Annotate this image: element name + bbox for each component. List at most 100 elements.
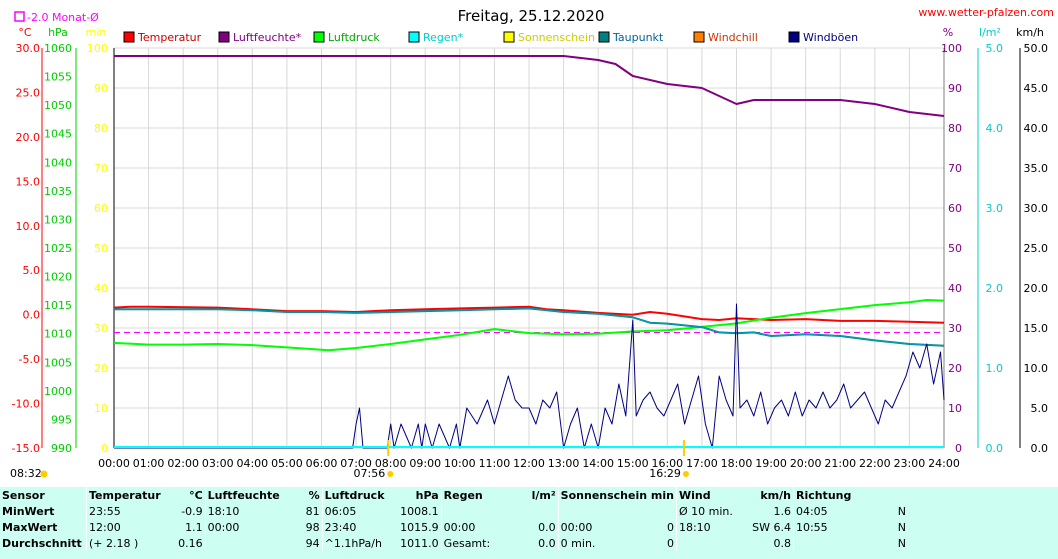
legend-label: Luftfeuchte* [233, 31, 302, 44]
axis-unit-label: hPa [48, 26, 68, 39]
hdr-temperatur: Temperatur [85, 487, 163, 503]
legend-swatch [218, 31, 230, 43]
chart-axes: 00:00 01:00 02:00 03:00 04:00 05:00 06:00 07:00… [12, 26, 1048, 480]
cell [675, 535, 745, 551]
cell: 0 [666, 520, 674, 534]
cell: 23:40 [321, 519, 393, 535]
cell: Gesamt: [440, 535, 512, 551]
stats-panel: Sensor Temperatur °C Luftfeuchte % Luftd… [0, 487, 1058, 559]
cell: N [897, 520, 906, 534]
legend-label: Regen* [423, 31, 464, 44]
axis-tick-label: 20.0 [1024, 282, 1049, 295]
axis-tick-label: 1035 [44, 185, 72, 198]
axis-tick-label: 0 [101, 442, 108, 455]
axis-tick-label: 20 [94, 362, 108, 375]
x-tick-label: 16:00 [651, 457, 683, 470]
stats-row-avg: Durchschnitt (+ 2.18 ) 0.16 94 ^1.1hPa/h… [0, 535, 908, 551]
axis-tick-label: 1055 [44, 71, 72, 84]
legend-swatch [123, 31, 135, 43]
hdr-hum-unit: % [308, 488, 320, 502]
x-tick-label: 11:00 [479, 457, 511, 470]
legend-label: Windböen [803, 31, 858, 44]
axis-tick-label: 10.0 [16, 220, 41, 233]
stats-row-max: MaxWert 12:00 1.1 00:00 98 23:40 1015.9 … [0, 519, 908, 535]
axis-tick-label: 100 [87, 42, 108, 55]
sun-marker-icon [682, 471, 689, 477]
axis-unit-label: °C [18, 26, 32, 39]
row-label: MaxWert [2, 520, 58, 534]
hdr-regen: Regen [440, 487, 512, 503]
x-tick-label: 13:00 [548, 457, 580, 470]
axis-tick-label: 10 [948, 402, 962, 415]
axis-tick-label: 0.0 [986, 442, 1004, 455]
cell: 06:05 [321, 503, 393, 519]
cell: 98 [305, 520, 320, 534]
cell: Ø 10 min. [675, 503, 745, 519]
cell: 12:00 [85, 519, 163, 535]
x-tick-label: 10:00 [444, 457, 476, 470]
axis-tick-label: 1005 [44, 356, 72, 369]
sun-icon [40, 470, 48, 478]
cell: 1.1 [185, 520, 203, 534]
x-tick-label: 15:00 [617, 457, 649, 470]
axis-tick-label: 25.0 [16, 86, 41, 99]
axis-tick-label: 15.0 [1024, 322, 1049, 335]
x-tick-label: 18:00 [721, 457, 753, 470]
axis-tick-label: 0 [955, 442, 962, 455]
cell: 0.0 [538, 536, 556, 550]
legend-swatch [408, 31, 420, 43]
axis-unit-label: l/m² [979, 26, 1001, 39]
axis-tick-label: -5.0 [19, 353, 40, 366]
x-tick-label: 22:00 [859, 457, 891, 470]
cell [792, 535, 894, 551]
hdr-temp-unit: °C [189, 488, 203, 502]
axis-tick-label: 50 [94, 242, 108, 255]
sun-marker-label: 07:56 [354, 467, 386, 480]
axis-tick-label: 1030 [44, 213, 72, 226]
cell: 81 [305, 504, 320, 518]
axis-tick-label: 1050 [44, 99, 72, 112]
corner-time: 08:32 [10, 467, 42, 480]
series-line-Luftfeuchte* [114, 55, 945, 117]
axis-tick-label: 1.0 [986, 362, 1004, 375]
cell: 0.16 [178, 536, 203, 550]
cell: 23:55 [85, 503, 163, 519]
axis-tick-label: 4.0 [986, 122, 1004, 135]
axis-tick-label: 1000 [44, 385, 72, 398]
axis-tick-label: 40 [948, 282, 962, 295]
axis-tick-label: 30.0 [16, 42, 41, 55]
cell: 0 min. [557, 535, 650, 551]
x-tick-label: 19:00 [755, 457, 787, 470]
cell: (+ 2.18 ) [85, 535, 163, 551]
legend-label: Sonnenschein [518, 31, 595, 44]
axis-tick-label: 10.0 [1024, 362, 1049, 375]
cell [512, 503, 559, 519]
x-tick-label: 12:00 [513, 457, 545, 470]
axis-tick-label: -10.0 [12, 398, 40, 411]
cell: -0.9 [181, 504, 203, 518]
monat-label: -2.0 Monat-Ø [27, 11, 99, 24]
site-url: www.wetter-pfalzen.com [918, 6, 1054, 19]
x-tick-label: 02:00 [167, 457, 199, 470]
x-tick-label: 21:00 [824, 457, 856, 470]
x-tick-label: 07:00 [340, 457, 372, 470]
x-tick-label: 20:00 [790, 457, 822, 470]
chart-legend: Temperatur Luftfeuchte* Luftdruck Regen* Son… [123, 31, 858, 44]
legend-swatch [503, 31, 515, 43]
x-tick-label: 23:00 [894, 457, 926, 470]
x-tick-label: 05:00 [271, 457, 303, 470]
hdr-sonnenschein: Sonnenschein min [557, 487, 677, 503]
cell: 1.6 [773, 504, 791, 518]
axis-tick-label: 90 [94, 82, 108, 95]
cell: N [897, 536, 906, 550]
cell [650, 503, 677, 519]
axis-tick-label: 5.0 [23, 264, 41, 277]
hdr-luftdruck: Luftdruck [321, 487, 393, 503]
cell: 94 [305, 536, 320, 550]
hdr-luftfeuchte: Luftfeuchte [204, 487, 290, 503]
chart-series [113, 55, 945, 456]
monat-marker-icon [14, 11, 25, 22]
axis-tick-label: 100 [941, 42, 962, 55]
cell: N [897, 504, 906, 518]
hdr-richtung: Richtung [792, 487, 894, 503]
